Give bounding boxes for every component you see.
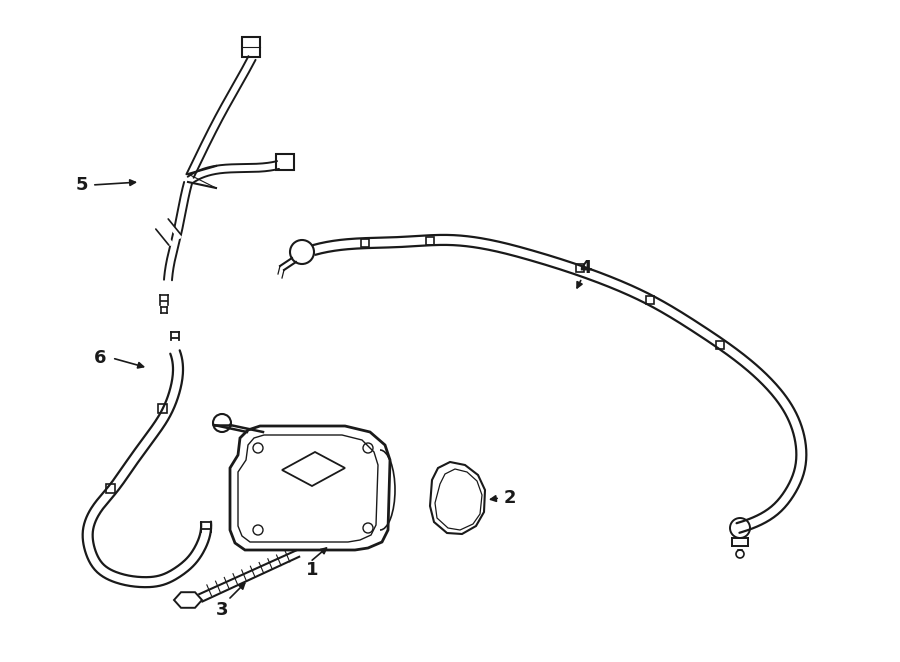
Text: 1: 1 <box>306 561 319 579</box>
Text: 4: 4 <box>579 259 591 277</box>
Text: 3: 3 <box>216 601 229 619</box>
Bar <box>242 37 260 57</box>
Bar <box>276 154 294 170</box>
Polygon shape <box>230 426 390 550</box>
Bar <box>105 483 114 493</box>
Circle shape <box>736 550 744 558</box>
Bar <box>426 237 434 245</box>
Bar <box>716 341 724 349</box>
Polygon shape <box>174 592 202 608</box>
Text: 5: 5 <box>76 176 88 194</box>
Polygon shape <box>430 462 485 534</box>
Circle shape <box>213 414 231 432</box>
Bar <box>576 264 584 272</box>
Bar <box>646 296 654 304</box>
Text: 6: 6 <box>94 349 106 367</box>
Polygon shape <box>188 166 218 186</box>
Text: 2: 2 <box>504 489 517 507</box>
Bar <box>158 404 166 412</box>
Bar <box>361 239 369 247</box>
